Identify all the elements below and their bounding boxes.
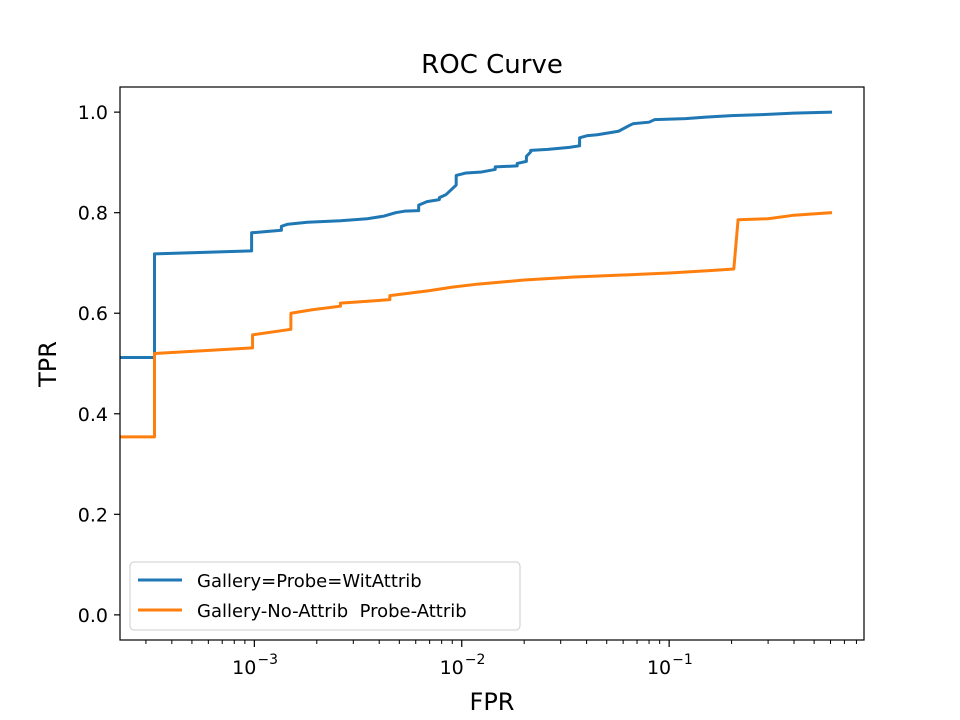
x-tick-label-base-2: 10 — [647, 657, 671, 679]
y-axis-label: TPR — [34, 341, 62, 388]
legend-label-0: Gallery=Probe=WitAttrib — [197, 571, 422, 592]
y-tick-label-4: 0.8 — [78, 203, 108, 225]
x-tick-label-exp-0: −3 — [257, 652, 278, 668]
x-tick-label-1: 10 −2 — [440, 652, 486, 679]
axes: 0.00.20.40.60.81.010 −3 10 −2 10 −1 — [78, 86, 865, 679]
axes-frame — [119, 86, 865, 641]
series-line-1 — [120, 211, 833, 439]
y-tick-label-2: 0.4 — [78, 404, 108, 426]
x-tick-label-base-0: 10 — [232, 657, 256, 679]
legend: Gallery=Probe=WitAttrib Gallery-No-Attrib… — [129, 561, 521, 631]
legend-box — [129, 561, 521, 631]
x-tick-label-exp-1: −2 — [465, 652, 486, 668]
series-group — [120, 110, 833, 439]
y-tick-label-3: 0.6 — [78, 303, 108, 325]
x-axis-label: FPR — [470, 688, 515, 716]
series-line-0 — [120, 110, 833, 359]
plot-area — [120, 110, 833, 439]
y-tick-label-0: 0.0 — [78, 605, 108, 627]
legend-label-1: Gallery-No-Attrib Probe-Attrib — [197, 601, 467, 622]
x-tick-label-0: 10 −3 — [232, 652, 278, 679]
x-tick-label-exp-2: −1 — [672, 652, 693, 668]
y-tick-label-5: 1.0 — [78, 102, 108, 124]
x-tick-label-2: 10 −1 — [647, 652, 693, 679]
chart-title: ROC Curve — [421, 50, 563, 80]
x-tick-label-base-1: 10 — [440, 657, 464, 679]
y-tick-label-1: 0.2 — [78, 504, 108, 526]
